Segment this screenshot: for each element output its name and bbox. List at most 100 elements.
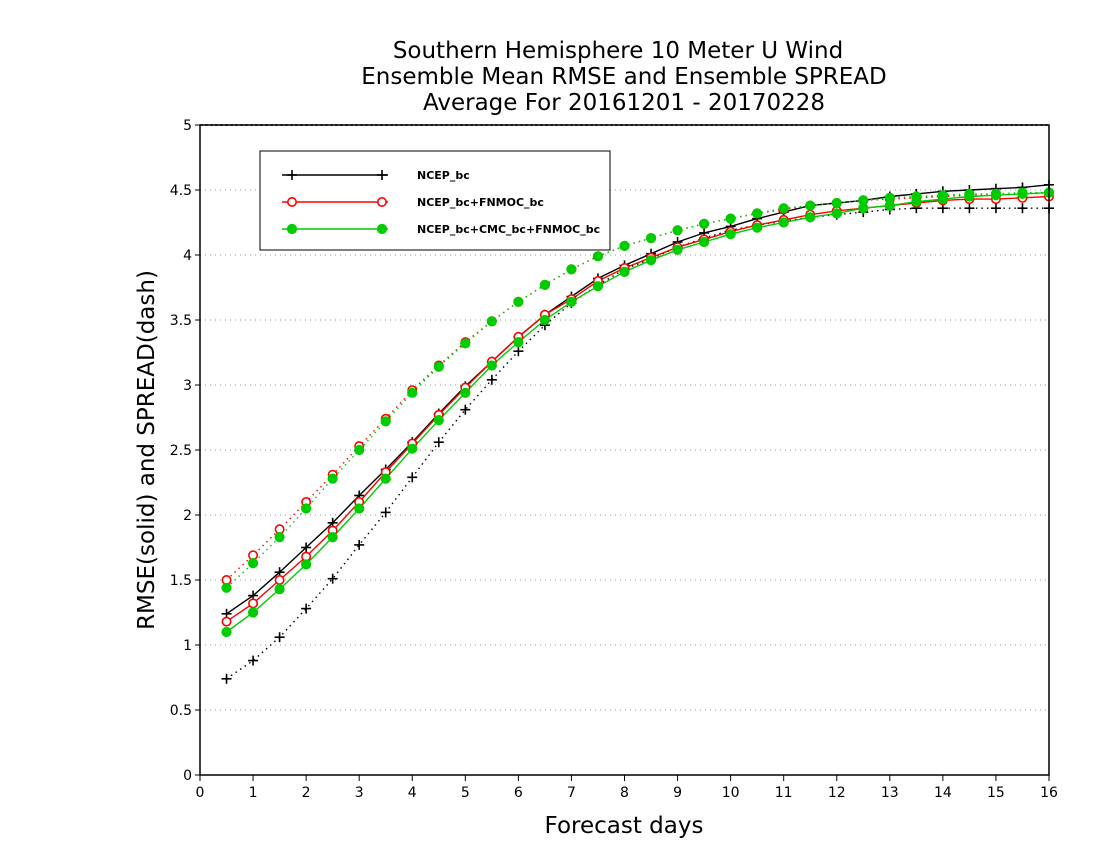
point-ncep-bc-cmc-bc-fnmoc-bc-rmse	[354, 503, 365, 514]
point-ncep-bc-cmc-bc-fnmoc-bc-spread	[752, 208, 763, 219]
series-ncep-bc-cmc-bc-fnmoc-bc-spread-line	[226, 191, 1049, 589]
point-ncep-bc-spread	[221, 673, 232, 684]
point-ncep-bc-cmc-bc-fnmoc-bc-rmse	[884, 200, 895, 211]
point-ncep-bc-cmc-bc-fnmoc-bc-rmse	[645, 255, 657, 266]
y-tick-label: 3.5	[170, 313, 192, 329]
point-ncep-bc-cmc-bc-fnmoc-bc-rmse	[513, 337, 524, 348]
point-ncep-bc-cmc-bc-fnmoc-bc-rmse	[486, 360, 497, 371]
point-ncep-bc-cmc-bc-fnmoc-bc-rmse	[725, 229, 736, 240]
x-tick-label: 7	[567, 785, 576, 801]
point-ncep-bc-cmc-bc-fnmoc-bc-spread	[805, 200, 816, 211]
chart-title: Southern Hemisphere 10 Meter U Wind Ense…	[361, 38, 886, 116]
point-ncep-bc-cmc-bc-fnmoc-bc-spread	[831, 197, 842, 209]
point-ncep-bc-cmc-bc-fnmoc-bc-spread	[672, 225, 683, 236]
x-tick-label: 15	[987, 785, 1005, 801]
point-ncep-bc-spread	[354, 539, 365, 550]
point-ncep-bc-spread	[433, 437, 444, 448]
x-tick-label: 6	[514, 785, 523, 801]
point-ncep-bc-cmc-bc-fnmoc-bc-spread	[778, 203, 789, 214]
x-tick-label: 3	[355, 785, 364, 801]
point-ncep-bc-cmc-bc-fnmoc-bc-rmse	[831, 208, 842, 219]
point-ncep-bc-spread	[486, 374, 497, 385]
legend-marker	[377, 170, 387, 180]
y-tick-label: 2	[183, 508, 192, 524]
point-ncep-bc-cmc-bc-fnmoc-bc-rmse	[990, 190, 1002, 201]
point-ncep-bc-cmc-bc-fnmoc-bc-spread	[274, 532, 285, 543]
point-ncep-bc-spread	[964, 203, 975, 214]
legend-marker	[376, 223, 388, 235]
y-tick-label: 0.5	[170, 703, 192, 719]
legend-label: NCEP_bc	[417, 169, 470, 182]
point-ncep-bc-spread	[248, 655, 259, 666]
axis-ticks: 00.511.522.533.544.550 1 2 3 4 5 6 7 8 9 10 11 12 13 1…	[170, 118, 1058, 801]
point-ncep-bc-cmc-bc-fnmoc-bc-rmse	[274, 584, 285, 595]
point-ncep-bc-cmc-bc-fnmoc-bc-spread	[221, 582, 232, 593]
legend-label: NCEP_bc+CMC_bc+FNMOC_bc	[417, 223, 600, 236]
series-ncep-bc-cmc-bc-fnmoc-bc-rmse-line	[226, 191, 1050, 633]
point-ncep-bc-cmc-bc-fnmoc-bc-rmse	[1017, 188, 1028, 199]
point-ncep-bc-cmc-bc-fnmoc-bc-rmse	[752, 222, 763, 233]
point-ncep-bc-cmc-bc-fnmoc-bc-rmse	[327, 532, 338, 543]
point-ncep-bc-spread	[990, 203, 1001, 214]
point-ncep-bc-spread	[1017, 203, 1028, 214]
point-ncep-bc-spread	[327, 573, 338, 584]
legend-marker	[286, 197, 297, 208]
x-tick-label: 5	[461, 785, 470, 801]
point-ncep-bc-cmc-bc-fnmoc-bc-rmse	[380, 473, 391, 484]
x-tick-label: 16	[1040, 785, 1058, 801]
point-ncep-bc-cmc-bc-fnmoc-bc-rmse	[566, 296, 577, 307]
legend: NCEP_bc NCEP_bc+FNMOC_bc NCEP_bc+CMC_bc+FN…	[259, 150, 611, 251]
point-ncep-bc-spread	[380, 507, 391, 518]
chart-title-line-3: Average For 20161201 - 20170228	[423, 90, 825, 116]
legend-marker	[376, 197, 387, 208]
series-ncep-bc-spread-line	[226, 207, 1049, 680]
legend-label: NCEP_bc+FNMOC_bc	[417, 196, 544, 209]
point-ncep-bc-cmc-bc-fnmoc-bc-spread	[486, 316, 497, 327]
series-layer	[221, 179, 1055, 684]
point-ncep-bc-cmc-bc-fnmoc-bc-rmse	[619, 266, 630, 277]
point-ncep-bc-cmc-bc-fnmoc-bc-spread	[725, 213, 736, 224]
point-ncep-bc-cmc-bc-fnmoc-bc-rmse	[539, 314, 551, 326]
point-ncep-bc-spread	[407, 472, 418, 483]
point-ncep-bc-fnmoc-bc-rmse	[221, 616, 232, 627]
point-ncep-bc-cmc-bc-fnmoc-bc-spread	[592, 251, 604, 262]
point-ncep-bc-cmc-bc-fnmoc-bc-rmse	[247, 607, 259, 618]
chart-title-line-1: Southern Hemisphere 10 Meter U Wind	[393, 38, 843, 64]
x-tick-label: 4	[408, 785, 417, 801]
point-ncep-bc-cmc-bc-fnmoc-bc-spread	[327, 473, 338, 484]
series-ncep-bc-fnmoc-bc-spread-line	[226, 191, 1050, 581]
point-ncep-bc-cmc-bc-fnmoc-bc-spread	[433, 361, 444, 372]
point-ncep-bc-cmc-bc-fnmoc-bc-spread	[407, 387, 418, 398]
point-ncep-bc-fnmoc-bc-rmse	[248, 598, 259, 609]
point-ncep-bc-spread	[460, 404, 471, 415]
point-ncep-bc-cmc-bc-fnmoc-bc-rmse	[460, 387, 471, 398]
point-ncep-bc-cmc-bc-fnmoc-bc-spread	[513, 296, 524, 307]
point-ncep-bc-cmc-bc-fnmoc-bc-spread	[247, 558, 259, 569]
point-ncep-bc-spread	[513, 346, 524, 357]
point-ncep-bc-cmc-bc-fnmoc-bc-rmse	[698, 236, 710, 248]
x-tick-label: 0	[196, 785, 205, 801]
point-ncep-bc-cmc-bc-fnmoc-bc-spread	[645, 233, 657, 244]
point-ncep-bc-cmc-bc-fnmoc-bc-spread	[301, 503, 312, 514]
y-tick-label: 4	[183, 248, 192, 264]
x-tick-label: 9	[673, 785, 682, 801]
x-tick-label: 14	[934, 785, 952, 801]
point-ncep-bc-cmc-bc-fnmoc-bc-rmse	[805, 212, 816, 223]
point-ncep-bc-cmc-bc-fnmoc-bc-spread	[566, 264, 577, 275]
point-ncep-bc-cmc-bc-fnmoc-bc-rmse	[778, 217, 789, 228]
point-ncep-bc-cmc-bc-fnmoc-bc-rmse	[407, 443, 418, 454]
y-tick-label: 4.5	[170, 183, 192, 199]
y-tick-label: 1	[183, 638, 192, 654]
point-ncep-bc-cmc-bc-fnmoc-bc-rmse	[301, 559, 312, 570]
point-ncep-bc-cmc-bc-fnmoc-bc-rmse	[672, 244, 683, 255]
x-tick-label: 11	[775, 785, 793, 801]
point-ncep-bc-cmc-bc-fnmoc-bc-rmse	[592, 281, 604, 292]
point-ncep-bc-cmc-bc-fnmoc-bc-spread	[619, 240, 630, 251]
x-tick-label: 2	[302, 785, 311, 801]
legend-box	[259, 150, 611, 251]
legend-marker	[286, 223, 298, 235]
legend-marker	[287, 170, 297, 180]
y-tick-label: 1.5	[170, 573, 192, 589]
